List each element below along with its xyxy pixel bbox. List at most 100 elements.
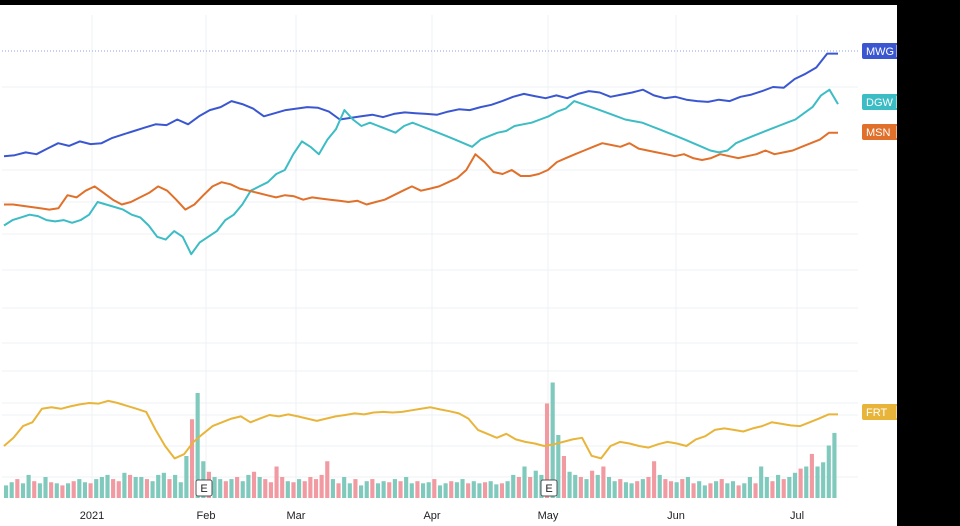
x-tick-label: May xyxy=(538,510,559,522)
volume-bar xyxy=(601,466,606,498)
volume-bar xyxy=(787,477,792,498)
volume-bar xyxy=(308,477,313,498)
volume-bar xyxy=(719,479,724,498)
volume-bar xyxy=(770,481,775,498)
volume-bar xyxy=(263,479,268,498)
volume-bar xyxy=(218,479,223,498)
price-tag-frt[interactable]: FRT30200 xyxy=(862,404,897,420)
volume-bar xyxy=(184,456,189,498)
volume-bar xyxy=(325,461,330,498)
price-tag-name: DGW xyxy=(866,97,894,109)
volume-bar xyxy=(364,481,369,498)
volume-bar xyxy=(826,445,831,498)
volume-bar xyxy=(285,481,290,498)
volume-bar xyxy=(65,483,71,498)
volume-bar xyxy=(730,481,736,498)
volume-bar xyxy=(116,481,121,498)
earnings-marker-box xyxy=(195,479,213,497)
price-tag-bg xyxy=(862,43,897,59)
volume-bar xyxy=(821,462,826,498)
volume-bar xyxy=(99,477,104,498)
volume-bar xyxy=(556,435,561,498)
volume-bar xyxy=(522,466,527,498)
earnings-marker-box xyxy=(540,479,558,497)
volume-bar xyxy=(691,483,696,498)
volume-bar xyxy=(9,482,14,498)
volume-bar xyxy=(561,456,567,498)
volume-bar xyxy=(618,479,623,498)
price-tag-msn[interactable]: MSN119900 xyxy=(862,124,897,140)
volume-bar xyxy=(387,482,392,498)
volume-bar xyxy=(133,477,138,498)
volume-bar xyxy=(229,479,234,498)
volume-bar xyxy=(499,483,505,498)
volume-bar xyxy=(443,483,448,498)
volume-bar xyxy=(640,479,645,498)
volume-bar xyxy=(381,481,386,498)
volume-bar xyxy=(161,472,166,498)
volume-bar xyxy=(49,482,54,498)
volume-bar xyxy=(781,479,786,498)
volume-bar xyxy=(280,477,285,498)
volume-bar xyxy=(26,474,31,498)
volume-bar xyxy=(421,483,426,498)
volume-bar xyxy=(297,479,302,498)
volume-bar xyxy=(37,483,42,498)
volume-bar xyxy=(663,479,668,498)
volume-bar xyxy=(156,474,161,498)
volume-bar xyxy=(477,483,482,498)
earnings-marker[interactable]: E xyxy=(540,479,558,497)
price-tag-bg xyxy=(862,404,897,420)
volume-bar xyxy=(623,482,628,498)
volume-bar xyxy=(759,466,764,498)
volume-bar xyxy=(454,482,459,498)
volume-bar xyxy=(612,481,617,498)
volume-bar xyxy=(167,479,172,498)
earnings-marker[interactable]: E xyxy=(195,479,213,497)
volume-bar xyxy=(544,403,550,498)
volume-bar xyxy=(291,482,296,498)
x-tick-label: Mar xyxy=(287,510,306,522)
volume-bar xyxy=(471,481,476,498)
volume-bar xyxy=(708,483,713,498)
volume-bar xyxy=(257,477,262,498)
volume-bar xyxy=(590,470,595,498)
volume-bar xyxy=(246,474,251,498)
volume-bar xyxy=(330,479,335,498)
series-line-mwg[interactable] xyxy=(3,52,838,158)
price-tag-mwg[interactable]: MWG176600 xyxy=(862,43,897,59)
volume-bars xyxy=(4,382,837,498)
volume-bar xyxy=(415,481,420,498)
volume-bar xyxy=(573,474,578,498)
chart-frame: 1500001000008500073000610005100043000370… xyxy=(0,5,897,526)
x-tick-label: 2021 xyxy=(80,510,104,522)
price-tags: MWG176600 DGW138000 MSN119900 FRT30200 xyxy=(862,43,897,420)
price-chart[interactable]: 1500001000008500073000610005100043000370… xyxy=(0,5,897,526)
volume-bar xyxy=(127,474,133,498)
series-line-msn[interactable] xyxy=(4,131,838,211)
volume-bar xyxy=(409,483,414,498)
volume-bar xyxy=(511,474,516,498)
volume-bar xyxy=(319,474,324,498)
series-line-dgw[interactable] xyxy=(3,88,839,256)
volume-bar xyxy=(798,468,803,498)
volume-bar xyxy=(494,484,499,498)
volume-bar xyxy=(111,479,116,498)
volume-bar xyxy=(809,453,814,498)
price-tag-dgw[interactable]: DGW138000 xyxy=(862,94,897,110)
volume-bar xyxy=(657,474,662,498)
volume-bar xyxy=(398,481,403,498)
x-tick-label: Apr xyxy=(423,510,440,522)
volume-bar xyxy=(404,477,409,498)
volume-bar xyxy=(528,477,533,498)
volume-bar xyxy=(533,470,538,498)
volume-bar xyxy=(460,479,465,498)
volume-bar xyxy=(223,481,228,498)
volume-bar xyxy=(195,393,200,498)
series-line-frt[interactable] xyxy=(3,399,838,460)
volume-bar xyxy=(370,479,375,498)
earnings-marker-label: E xyxy=(200,483,207,495)
volume-bar xyxy=(43,477,48,498)
volume-bar xyxy=(392,479,397,498)
volume-bar xyxy=(105,474,110,498)
